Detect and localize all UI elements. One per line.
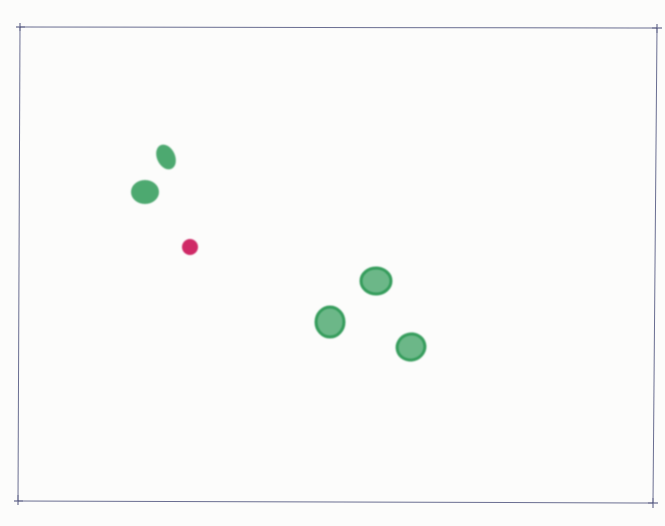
frame-right-edge [652, 27, 658, 504]
red-dot [182, 239, 198, 255]
green-dot [314, 305, 346, 339]
corner-mark-bottom-left [14, 495, 23, 505]
frame-top-edge [19, 26, 658, 29]
corner-mark-bottom-right [648, 498, 658, 508]
ink-dots [131, 144, 427, 362]
green-dot [359, 266, 393, 296]
frame-left-edge [17, 26, 21, 502]
corner-marks [14, 23, 662, 508]
green-dot [156, 144, 176, 170]
corner-mark-top-left [16, 23, 25, 31]
frame-border [17, 26, 658, 504]
frame-bottom-edge [17, 500, 654, 504]
green-dot [395, 332, 427, 362]
corner-mark-top-right [652, 24, 662, 33]
green-dot [131, 180, 159, 204]
